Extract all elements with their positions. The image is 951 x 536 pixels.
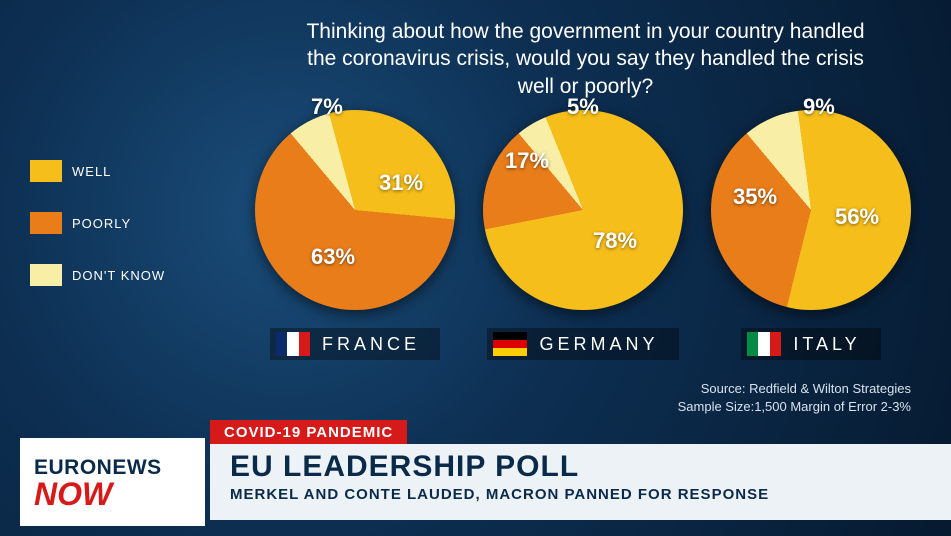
- legend-label: POORLY: [72, 216, 131, 231]
- pie-slice-label: 63%: [311, 244, 355, 270]
- logo-text-bottom: NOW: [34, 480, 205, 509]
- banner-title: EU LEADERSHIP POLL: [230, 450, 931, 484]
- pie-wrap: 9%56%35%: [711, 110, 911, 310]
- pie-charts-row: 7%31%63%FRANCE5%78%17%GERMANY9%56%35%ITA…: [245, 110, 921, 360]
- pie-slice-label: 56%: [835, 204, 879, 230]
- legend-swatch: [30, 160, 62, 182]
- banner-subtitle: MERKEL AND CONTE LAUDED, MACRON PANNED F…: [230, 486, 931, 503]
- poll-question: Thinking about how the government in you…: [300, 18, 871, 100]
- chart-column: 7%31%63%FRANCE: [245, 110, 465, 360]
- pie-chart: [483, 110, 683, 310]
- legend-item: WELL: [30, 160, 165, 182]
- legend-label: WELL: [72, 164, 111, 179]
- topic-tag: COVID-19 PANDEMIC: [210, 420, 407, 445]
- pie-slice-label: 35%: [733, 184, 777, 210]
- pie-wrap: 5%78%17%: [483, 110, 683, 310]
- country-name: FRANCE: [322, 334, 420, 355]
- pie-chart: [711, 110, 911, 310]
- flag-icon: [276, 332, 310, 356]
- pie-slice-label: 78%: [593, 228, 637, 254]
- flag-icon: [493, 332, 527, 356]
- country-name: ITALY: [793, 334, 860, 355]
- lower-third-banner: EU LEADERSHIP POLL MERKEL AND CONTE LAUD…: [210, 444, 951, 520]
- pie-slice-label: 7%: [311, 94, 343, 120]
- legend-swatch: [30, 264, 62, 286]
- country-label-row: ITALY: [741, 328, 880, 360]
- source-attribution: Source: Redfield & Wilton Strategies Sam…: [678, 380, 911, 416]
- pie-slice-label: 5%: [567, 94, 599, 120]
- flag-icon: [747, 332, 781, 356]
- country-label-row: GERMANY: [487, 328, 678, 360]
- legend: WELL POORLY DON'T KNOW: [30, 160, 165, 316]
- pie-chart: [255, 110, 455, 310]
- source-line: Source: Redfield & Wilton Strategies: [678, 380, 911, 398]
- legend-item: POORLY: [30, 212, 165, 234]
- legend-swatch: [30, 212, 62, 234]
- pie-wrap: 7%31%63%: [255, 110, 455, 310]
- country-label-row: FRANCE: [270, 328, 440, 360]
- chart-column: 9%56%35%ITALY: [701, 110, 921, 360]
- source-line: Sample Size:1,500 Margin of Error 2-3%: [678, 398, 911, 416]
- pie-slice-label: 31%: [379, 170, 423, 196]
- channel-logo: EURONEWS NOW: [20, 438, 205, 526]
- chart-column: 5%78%17%GERMANY: [473, 110, 693, 360]
- legend-item: DON'T KNOW: [30, 264, 165, 286]
- pie-slice-label: 9%: [803, 94, 835, 120]
- pie-slice-label: 17%: [505, 148, 549, 174]
- legend-label: DON'T KNOW: [72, 268, 165, 283]
- country-name: GERMANY: [539, 334, 658, 355]
